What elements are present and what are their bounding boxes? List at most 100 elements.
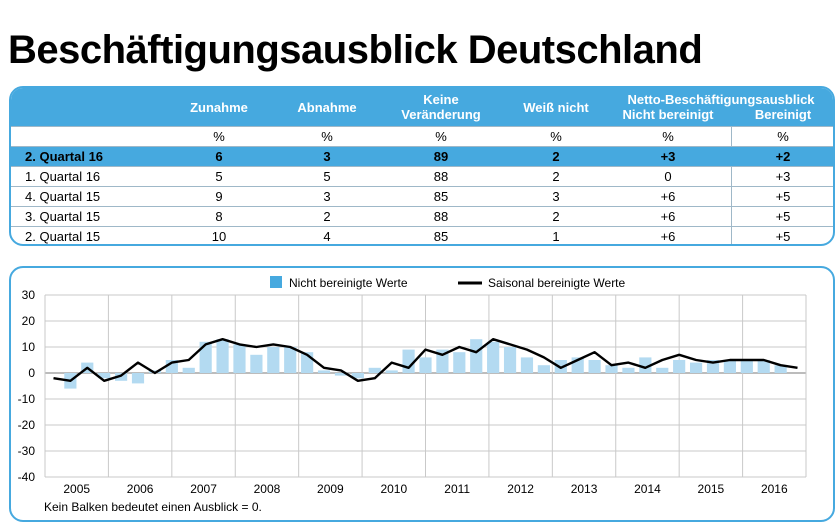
table-header: Zunahme Abnahme Keine Veränderung Weiß ni… [11,88,833,126]
table-cell: 4 [323,229,331,244]
table-cell: 1 [552,229,560,244]
table-row: 3. Quartal 15 8 2 88 2 +6 +5 [11,206,833,227]
table-cell: 3 [552,189,560,204]
bar [470,339,483,373]
chart-panel [9,266,835,522]
header-netto: Netto-Beschäftigungsausblick [627,92,815,107]
bar [656,367,669,373]
table-row: 1. Quartal 16 5 5 88 2 0 +3 [11,166,833,187]
bar [588,360,601,373]
bar [639,357,652,373]
bar [487,341,500,373]
bar [520,357,534,373]
table-cell: 2 [552,149,560,164]
table-cell: 89 [433,149,449,164]
header-weiss-nicht: Weiß nicht [523,100,589,115]
column-divider [731,126,732,244]
bar [689,362,703,373]
bar [216,339,229,373]
table-cell: 85 [433,229,449,244]
row-period: 2. Quartal 15 [25,229,101,244]
bar [673,360,686,373]
outlook-table: Zunahme Abnahme Keine Veränderung Weiß ni… [9,86,835,246]
table-cell: 8 [215,209,223,224]
legend-bar-label: Nicht bereinigte Werte [289,276,408,290]
bar [98,373,111,379]
x-tick-label: 2008 [254,482,281,496]
table-cell: 5 [215,169,223,184]
table-cell: +2 [775,149,791,164]
row-period: 3. Quartal 15 [25,209,101,224]
bar [537,365,550,373]
table-cell: 85 [433,189,449,204]
table-cell: +5 [775,229,791,244]
bar [233,344,246,373]
x-tick-label: 2012 [507,482,534,496]
y-tick-label: -30 [18,444,36,458]
header-bereinigt: Bereinigt [754,107,812,122]
bar [250,354,263,373]
bar [757,360,770,373]
bar [182,367,195,373]
unit-cell: % [777,129,789,144]
x-tick-label: 2013 [571,482,598,496]
row-period: 1. Quartal 16 [25,169,101,184]
bar [453,352,466,373]
table-cell: 2 [552,169,560,184]
y-tick-label: -40 [18,470,36,484]
bar [419,357,432,373]
bar [368,367,381,373]
x-tick-label: 2015 [698,482,725,496]
table-cell: 9 [215,189,223,204]
table-cell: 6 [215,149,223,164]
y-tick-label: 30 [22,288,36,302]
y-tick-label: 0 [28,366,35,380]
table-cell: 3 [323,149,331,164]
table-cell: +6 [660,209,676,224]
x-tick-label: 2007 [190,482,217,496]
bar [131,373,145,384]
bar [351,373,364,379]
bar [385,370,398,373]
bar [402,349,415,373]
table-cell: +3 [660,149,676,164]
x-tick-label: 2014 [634,482,661,496]
unit-cell: % [550,129,562,144]
bar [723,360,736,373]
table-cell: 88 [433,209,449,224]
header-keine: Keine Veränderung [401,92,481,122]
unit-row: % % % % % % [11,126,833,147]
legend-line-label: Saisonal bereinigte Werte [488,276,626,290]
row-period: 4. Quartal 15 [25,189,101,204]
unit-cell: % [213,129,225,144]
table-cell: 0 [664,169,672,184]
table-row: 4. Quartal 15 9 3 85 3 +6 +5 [11,186,833,207]
bar [740,360,753,373]
table-cell: +6 [660,189,676,204]
table-cell: 2 [552,209,560,224]
table-cell: 2 [323,209,331,224]
header-zunahme: Zunahme [190,100,248,115]
table-row: 2. Quartal 15 10 4 85 1 +6 +5 [11,226,833,244]
table-cell: 10 [211,229,227,244]
table-cell: +6 [660,229,676,244]
legend-bar-swatch [270,276,282,288]
table-cell: +3 [775,169,791,184]
bar [317,370,331,373]
table-cell: 3 [323,189,331,204]
unit-cell: % [662,129,674,144]
table-cell: 88 [433,169,449,184]
bar [622,367,635,373]
bar [267,347,280,373]
x-tick-label: 2009 [317,482,344,496]
bar [605,365,618,373]
table-cell: 5 [323,169,331,184]
x-tick-label: 2010 [380,482,407,496]
header-abnahme: Abnahme [297,100,357,115]
x-tick-label: 2011 [444,482,470,496]
table-cell: +5 [775,209,791,224]
x-tick-label: 2006 [127,482,154,496]
bar [774,365,787,373]
y-tick-label: 20 [22,314,36,328]
bar [115,373,128,381]
